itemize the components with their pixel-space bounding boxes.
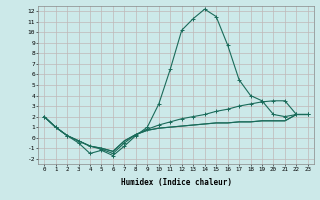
- X-axis label: Humidex (Indice chaleur): Humidex (Indice chaleur): [121, 178, 231, 187]
